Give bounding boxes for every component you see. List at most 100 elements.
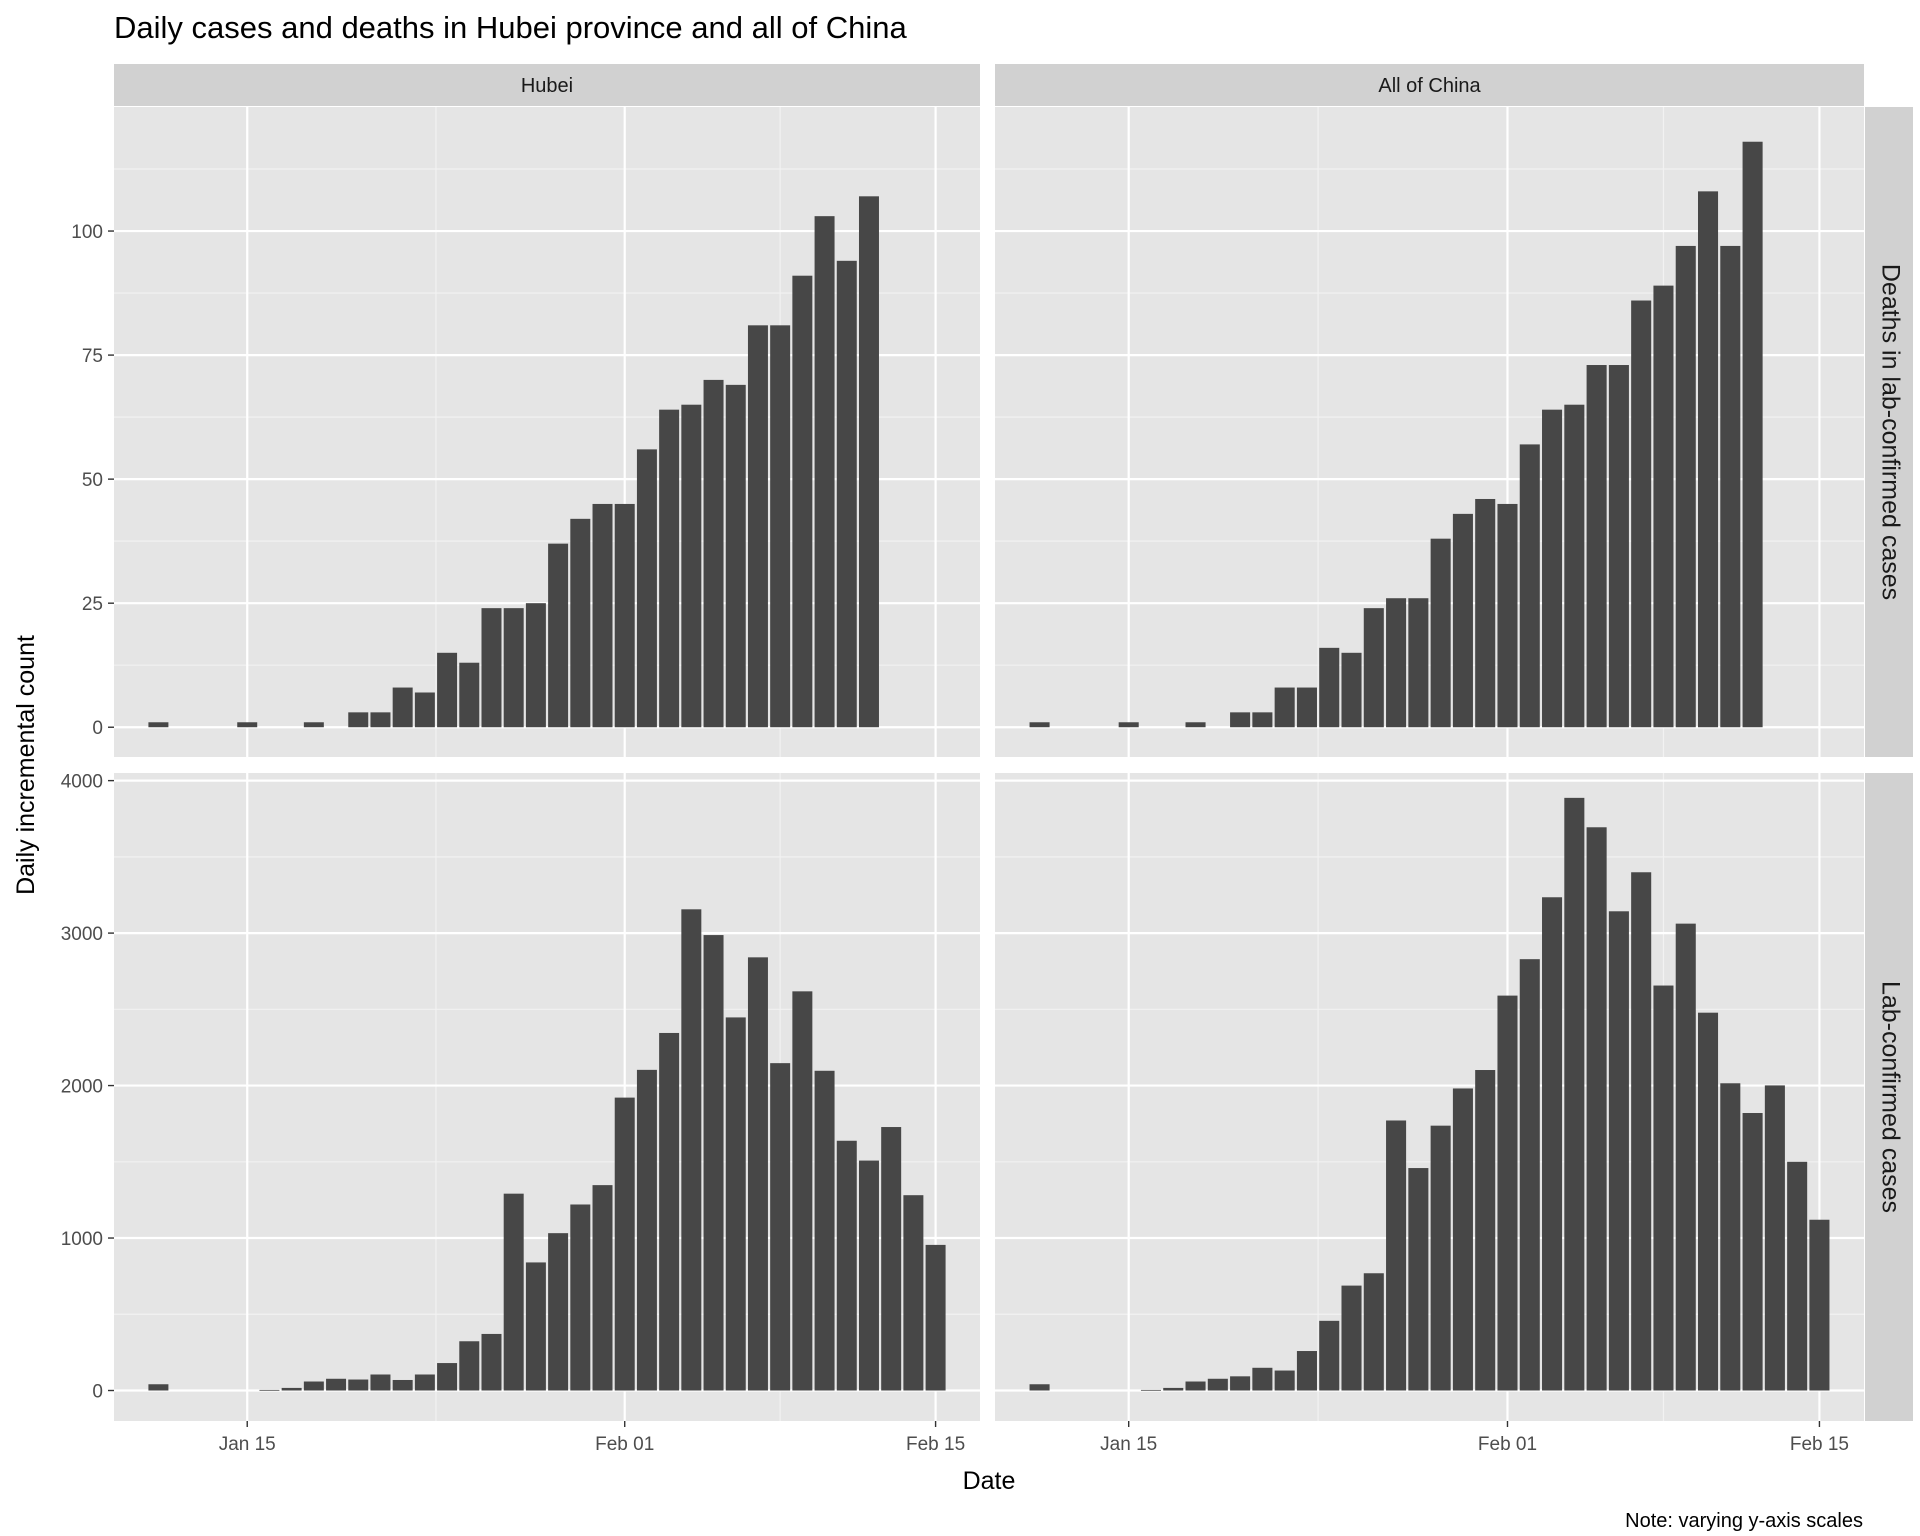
bar [525,1262,546,1391]
y-tick-label: 4000 [61,772,103,793]
bar [836,1140,857,1391]
bar [903,1195,924,1391]
x-tick-label: Jan 15 [1100,1434,1157,1455]
facet-panel: 0 25 50 75 100 [71,107,980,757]
bar [148,1384,169,1391]
bar [1408,598,1429,728]
bar [1497,503,1518,728]
panel-background [995,107,1864,757]
column-strip-label: Hubei [521,75,573,97]
bar [592,503,613,728]
bar [148,722,169,728]
bar [1497,995,1518,1391]
bar [1319,647,1340,728]
bar [259,1389,280,1391]
bar [1787,1161,1808,1391]
bar [1185,722,1206,728]
bar [1631,300,1652,728]
bar [459,662,480,728]
bar [370,712,391,728]
bar [1564,404,1585,728]
y-tick-label: 25 [82,594,103,615]
bar [1720,1083,1741,1391]
y-tick-label: 2000 [61,1077,103,1098]
bar [392,687,413,728]
bar [1564,797,1585,1391]
bar [925,1244,946,1391]
y-tick-label: 75 [82,346,103,367]
bar [481,608,502,728]
bar [1542,897,1563,1391]
facet-panel: Jan 15 Feb 01 Feb 15 [995,773,1864,1455]
bar [1519,444,1540,728]
bar [1586,365,1607,728]
y-tick-label: 0 [92,1382,103,1403]
bar [570,518,591,728]
row-strip-label: Lab-confirmed cases [1876,981,1904,1213]
bar [1207,1378,1228,1391]
bar [1029,722,1050,728]
bar [1163,1387,1184,1391]
chart-title: Daily cases and deaths in Hubei province… [114,10,907,45]
bar [1764,1085,1785,1391]
bar [1631,872,1652,1391]
bar [1319,1320,1340,1391]
bar [659,409,680,728]
bar [1274,687,1295,728]
bar [303,722,324,728]
bar [858,196,879,728]
bar [459,1341,480,1391]
bar [881,1127,902,1391]
bar [1742,1113,1763,1391]
bar [614,503,635,728]
bar [1586,827,1607,1391]
row-strip [1865,773,1913,1421]
bar [281,1387,302,1391]
x-tick-label: Feb 15 [906,1434,965,1455]
y-tick-label: 50 [82,470,103,491]
bar [414,1374,435,1391]
bar [1742,141,1763,728]
panel-background [114,107,980,757]
column-strip-label: All of China [1378,75,1481,97]
bar [1230,712,1251,728]
bar [792,275,813,728]
bar [747,957,768,1391]
bar [725,384,746,728]
bar [1653,985,1674,1391]
bar [1675,923,1696,1391]
bar [1452,1088,1473,1391]
bar [1296,687,1317,728]
y-axis-label: Daily incremental count [12,635,40,895]
y-tick-label: 3000 [61,924,103,945]
bar [1386,1120,1407,1391]
bar [858,1160,879,1391]
bar [1452,513,1473,728]
bar [348,712,369,728]
bar [1341,652,1362,728]
bar [1363,1273,1384,1391]
bar [703,379,724,728]
bar [1386,598,1407,728]
bar [1697,191,1719,728]
bar [681,404,702,728]
bar [437,1363,458,1391]
facet-panel [995,107,1864,757]
y-tick-label: 1000 [61,1229,103,1250]
bar [1029,1384,1050,1391]
bar [1475,498,1496,728]
y-tick-label: 0 [92,718,103,739]
bar [1809,1219,1830,1391]
bar [1608,365,1629,728]
bar [1608,911,1629,1391]
bar [836,260,857,728]
bar [1363,608,1384,728]
bar [237,722,258,728]
bar [1519,959,1540,1391]
row-strip-label: Deaths in lab-confirmed cases [1876,264,1904,600]
bar [414,692,435,728]
bar [1118,722,1139,728]
bar [570,1204,591,1391]
bar [703,935,724,1391]
